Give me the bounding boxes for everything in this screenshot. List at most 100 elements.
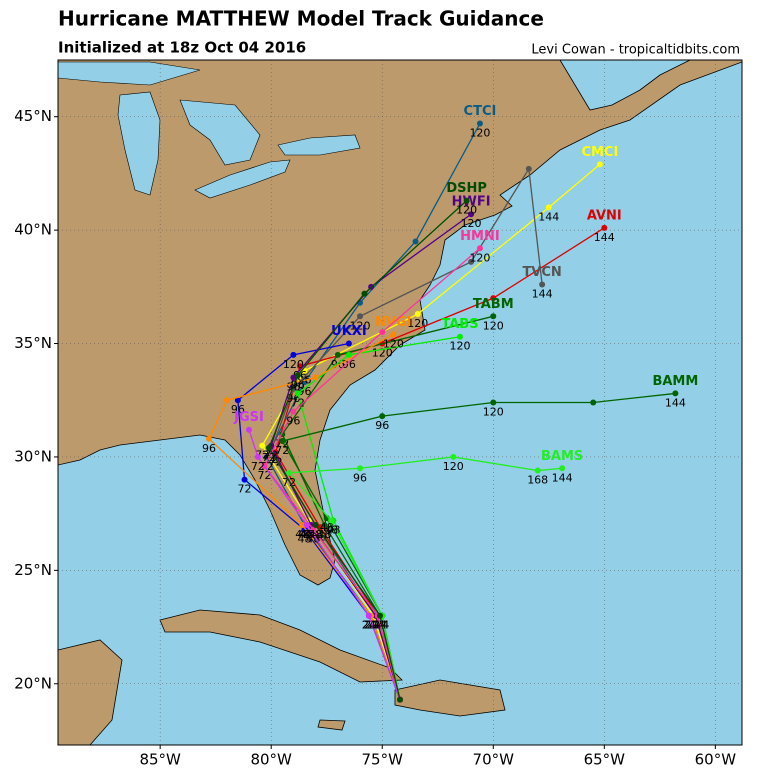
subtitle: Initialized at 18z Oct 04 2016 [58,39,306,57]
track-point [390,331,397,338]
forecast-hour: 72 [258,469,272,482]
y-tick-label: 20°N [14,674,52,692]
model-label: CMCI [581,145,618,160]
title: Hurricane MATTHEW Model Track Guidance [58,7,544,31]
forecast-hour: 48 [320,521,334,534]
model-label: TABM [473,297,514,312]
track-point [308,521,315,528]
map: 24487296120CTCI24487296120144CMCI2448729… [58,60,742,745]
x-tick-label: 60°W [695,751,737,769]
lake-erie [194,159,291,199]
track-point [301,526,308,533]
track-point [412,238,419,245]
forecast-hour: 144 [665,396,686,409]
track-point [310,526,317,533]
axes: 85°W 80°W 75°W 70°W 65°W 60°W 20°N 25°N 30°N 35°N… [14,107,736,768]
forecast-hour: 48 [309,528,323,541]
track-point [476,245,483,252]
forecast-hour: 144 [552,471,573,484]
forecast-hour: 120 [469,251,490,264]
y-tick-label: 40°N [14,221,52,239]
forecast-hour: 48 [298,533,312,546]
lake-ontario [277,134,361,156]
track-point [539,281,546,288]
model-label: TABS [441,317,478,332]
track-point [590,399,597,406]
track-point [345,351,352,358]
forecast-hour: 168 [527,474,548,487]
track-point [476,120,483,127]
track-point [379,413,386,420]
track-point [468,211,475,218]
track-point [357,313,364,320]
track-point [241,476,248,483]
track-point [290,374,297,381]
lake-michigan [117,91,161,196]
track-point [490,399,497,406]
forecast-hour: 72 [262,451,276,464]
model-label: BAMM [652,374,698,389]
track-point [490,295,497,302]
model-label: TVCN [522,265,561,280]
track-point [377,612,384,619]
track-point [525,165,532,172]
forecast-hour: 120 [383,337,404,350]
forecast-hour: 24 [373,619,387,632]
forecast-hour: 96 [202,442,216,455]
track-point [299,521,306,528]
track-point [206,435,213,442]
forecast-hour: 144 [538,210,559,223]
track-point [365,612,372,619]
track-point [312,374,319,381]
track-point [234,397,241,404]
forecast-hour: 120 [469,127,490,140]
frame [57,59,743,746]
forecast-hour: 120 [461,217,482,230]
lake-huron [179,99,261,166]
forecast-hour: 48 [300,528,314,541]
track-point [534,467,541,474]
x-tick-label: 85°W [139,751,181,769]
track-line [274,227,605,700]
forecast-hour: 24 [364,619,378,632]
model-label: AVNI [587,208,622,223]
forecast-hour: 120 [449,340,470,353]
forecast-hour: 24 [362,619,376,632]
forecast-hour: 96 [375,419,389,432]
track-point [294,372,301,379]
model-label: HMNI [460,229,500,244]
y-tick-label: 25°N [14,561,52,579]
forecast-hour: 120 [483,406,504,419]
track-point [245,426,252,433]
x-tick-label: 65°W [584,751,626,769]
y-tick-label: 35°N [14,334,52,352]
forecast-hour: 72 [291,396,305,409]
track-point [290,408,297,415]
track-point [490,313,497,320]
forecast-hour: 24 [364,619,378,632]
forecast-hour: 96 [231,403,245,416]
track-point [379,329,386,336]
forecast-hour: 48 [324,523,338,536]
track-point [361,290,368,297]
forecast-hour: 72 [238,483,252,496]
cuba [159,609,403,683]
x-tick-label: 80°W [250,751,292,769]
y-tick-label: 45°N [14,107,52,125]
track-point [456,333,463,340]
forecast-hour: 120 [283,358,304,371]
track-point [463,197,470,204]
track-point [328,517,335,524]
track-point [468,258,475,265]
track-point [672,390,679,397]
model-label: UKXI [331,324,367,339]
y-tick-label: 30°N [14,447,52,465]
track-point [254,453,261,460]
x-tick-label: 75°W [362,751,404,769]
forecast-hour: 96 [298,385,312,398]
forecast-hour: 96 [291,378,305,391]
track-point [312,521,319,528]
track-point [321,521,328,528]
track-line [287,456,563,700]
